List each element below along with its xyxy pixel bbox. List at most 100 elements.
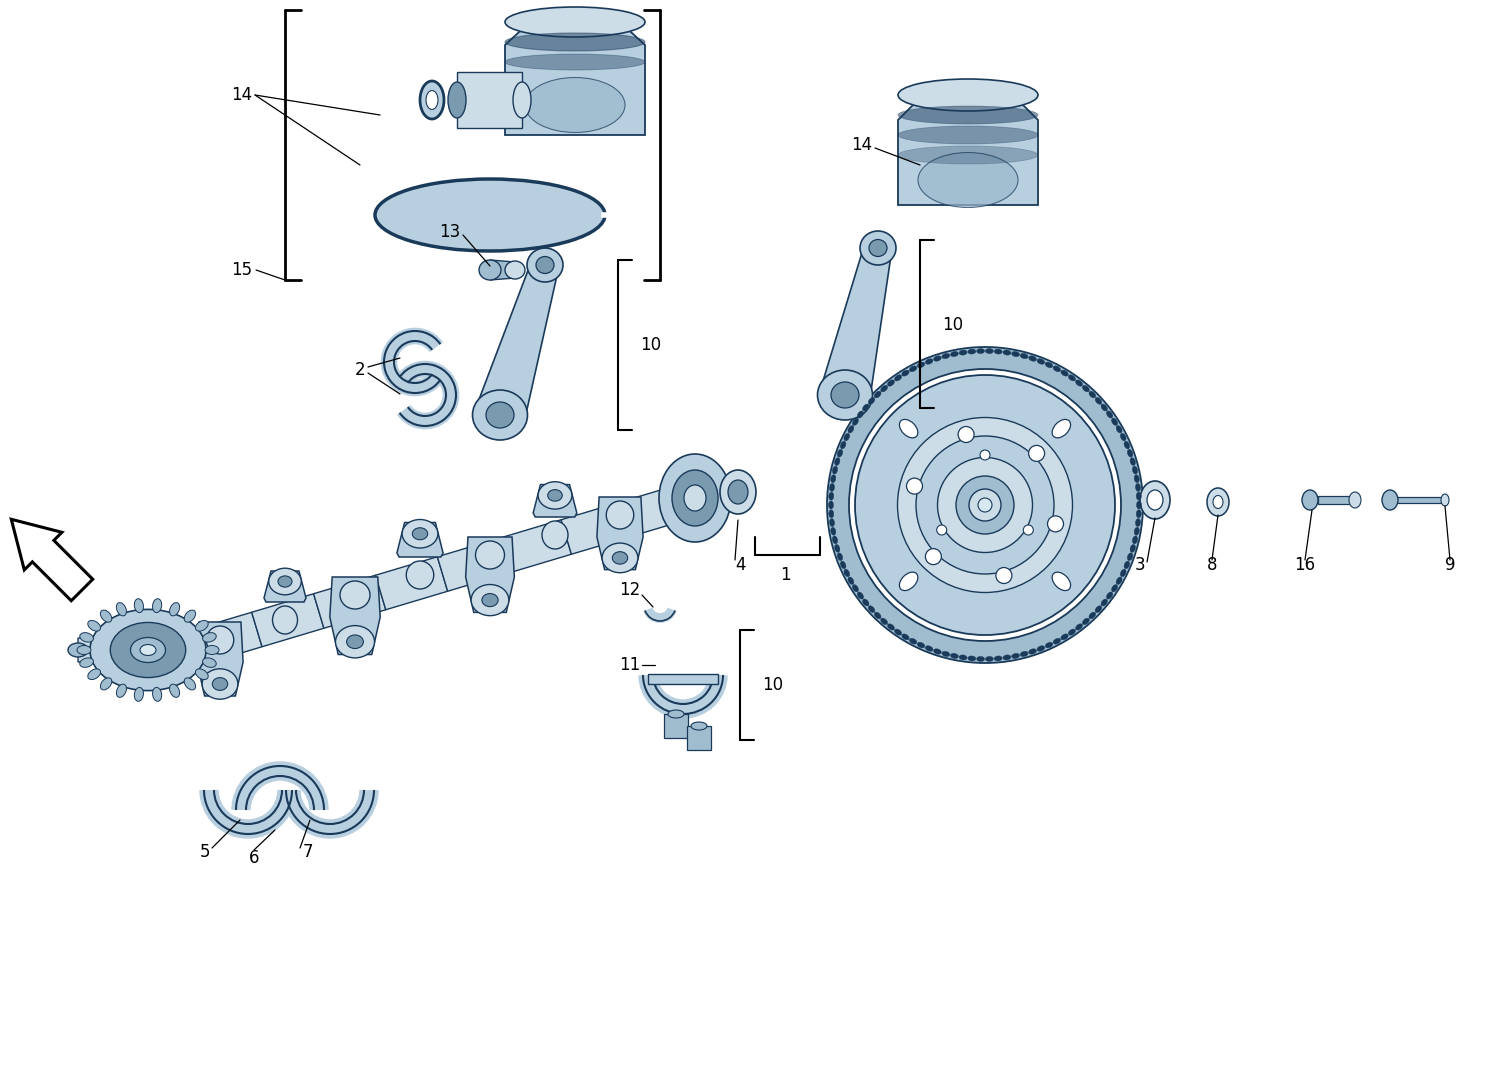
Ellipse shape	[1214, 495, 1222, 509]
Ellipse shape	[938, 457, 1032, 552]
Ellipse shape	[720, 470, 756, 514]
Polygon shape	[476, 261, 558, 423]
Polygon shape	[458, 72, 522, 129]
Ellipse shape	[942, 651, 950, 657]
Ellipse shape	[897, 417, 1072, 592]
Ellipse shape	[898, 79, 1038, 111]
Ellipse shape	[1095, 605, 1101, 612]
Ellipse shape	[1134, 527, 1140, 535]
Ellipse shape	[1130, 544, 1136, 552]
Ellipse shape	[1116, 577, 1122, 585]
Ellipse shape	[268, 568, 302, 595]
Polygon shape	[664, 714, 688, 738]
Polygon shape	[252, 594, 324, 647]
Ellipse shape	[1120, 570, 1126, 577]
Ellipse shape	[831, 475, 836, 482]
Ellipse shape	[1107, 592, 1113, 599]
Ellipse shape	[900, 572, 918, 590]
Ellipse shape	[526, 248, 562, 282]
Ellipse shape	[958, 654, 968, 660]
Ellipse shape	[868, 605, 874, 612]
Ellipse shape	[926, 358, 933, 364]
Ellipse shape	[1132, 536, 1137, 543]
Polygon shape	[375, 556, 447, 610]
Polygon shape	[898, 95, 1038, 205]
Polygon shape	[506, 22, 645, 135]
Ellipse shape	[976, 348, 984, 354]
Ellipse shape	[976, 657, 984, 661]
Ellipse shape	[902, 370, 909, 376]
Ellipse shape	[1302, 490, 1318, 510]
Ellipse shape	[90, 610, 206, 690]
Ellipse shape	[978, 498, 992, 512]
Ellipse shape	[1124, 561, 1130, 568]
Ellipse shape	[202, 669, 238, 699]
Text: 1: 1	[780, 566, 790, 584]
Ellipse shape	[828, 501, 834, 509]
Ellipse shape	[847, 577, 853, 585]
Ellipse shape	[68, 643, 88, 657]
Ellipse shape	[833, 536, 837, 543]
Ellipse shape	[1132, 466, 1137, 474]
Ellipse shape	[336, 625, 375, 658]
Ellipse shape	[1089, 612, 1095, 619]
Ellipse shape	[346, 635, 363, 649]
Ellipse shape	[880, 386, 888, 392]
Ellipse shape	[1442, 494, 1449, 506]
Ellipse shape	[1083, 386, 1089, 392]
Polygon shape	[597, 497, 644, 570]
Ellipse shape	[375, 179, 604, 250]
Ellipse shape	[1348, 492, 1360, 507]
Ellipse shape	[692, 722, 706, 730]
Ellipse shape	[898, 106, 1038, 124]
Ellipse shape	[834, 544, 840, 552]
Ellipse shape	[1107, 411, 1113, 418]
Ellipse shape	[888, 624, 894, 631]
Ellipse shape	[951, 653, 958, 659]
Ellipse shape	[1136, 484, 1140, 491]
Ellipse shape	[874, 391, 880, 397]
Ellipse shape	[1053, 638, 1060, 644]
Ellipse shape	[902, 634, 909, 640]
Text: 11: 11	[618, 656, 640, 674]
Ellipse shape	[969, 489, 1000, 521]
Ellipse shape	[994, 350, 1002, 354]
Ellipse shape	[1095, 397, 1101, 404]
Ellipse shape	[916, 363, 926, 368]
Polygon shape	[78, 638, 138, 662]
Ellipse shape	[273, 605, 297, 634]
Ellipse shape	[88, 621, 101, 632]
Ellipse shape	[206, 646, 219, 654]
Ellipse shape	[100, 610, 112, 622]
Ellipse shape	[1060, 370, 1068, 376]
Ellipse shape	[486, 402, 514, 428]
Ellipse shape	[868, 240, 886, 257]
Ellipse shape	[830, 518, 834, 527]
Ellipse shape	[1076, 380, 1083, 387]
Ellipse shape	[525, 77, 626, 133]
Ellipse shape	[996, 567, 1012, 584]
Ellipse shape	[956, 476, 1014, 534]
Ellipse shape	[1128, 553, 1132, 561]
Ellipse shape	[1116, 426, 1122, 433]
Polygon shape	[648, 674, 718, 684]
Ellipse shape	[195, 621, 208, 632]
Ellipse shape	[858, 592, 864, 599]
Ellipse shape	[980, 450, 990, 460]
Ellipse shape	[478, 260, 501, 280]
Ellipse shape	[1036, 646, 1044, 651]
Ellipse shape	[506, 33, 645, 51]
Ellipse shape	[612, 552, 627, 564]
Ellipse shape	[672, 470, 718, 526]
Ellipse shape	[1148, 490, 1162, 510]
Ellipse shape	[406, 561, 433, 589]
Polygon shape	[264, 571, 306, 602]
Ellipse shape	[936, 525, 946, 535]
Ellipse shape	[140, 645, 156, 656]
Ellipse shape	[900, 419, 918, 438]
Text: 7: 7	[303, 843, 313, 861]
Ellipse shape	[858, 411, 864, 418]
Ellipse shape	[448, 82, 466, 118]
Polygon shape	[196, 622, 243, 696]
Text: 14: 14	[231, 86, 252, 105]
